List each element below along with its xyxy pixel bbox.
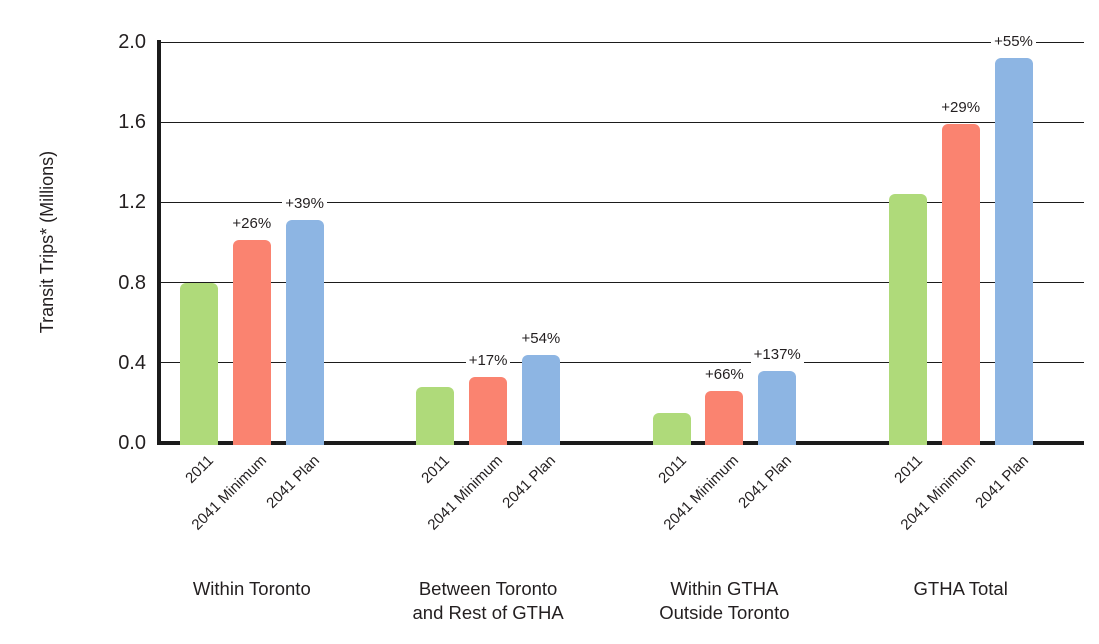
bar-2011 — [180, 282, 218, 445]
bar-value-text: +26% — [229, 215, 275, 233]
bar-value-label: +29% — [916, 99, 1006, 117]
group-label-line: Outside Toronto — [659, 602, 790, 623]
bar-value-text: +17% — [465, 351, 511, 369]
group-label: Between Toronto and Rest of GTHA — [368, 577, 608, 625]
gridline — [157, 362, 1084, 364]
bar-value-label: +137% — [732, 345, 822, 364]
x-axis-line — [157, 441, 1084, 445]
bar-value-label: +66% — [679, 365, 769, 384]
gridline — [157, 121, 1084, 123]
bar-2011 — [888, 194, 927, 445]
group-label-line: Within GTHA — [670, 578, 779, 599]
group-label-line: Between Toronto — [418, 578, 558, 599]
bar-value-text: +54% — [518, 329, 564, 347]
gridline — [157, 282, 1084, 284]
bar-value-label: +55% — [969, 33, 1059, 51]
bar-value-text: +66% — [701, 365, 747, 383]
bar-value-text: +39% — [282, 195, 327, 213]
y-tick-label: 0.0 — [118, 432, 146, 454]
group-label: GTHA Total — [841, 577, 1081, 601]
group-label: Within GTHA Outside Toronto — [604, 577, 844, 625]
bar-value-label: +26% — [207, 215, 297, 233]
gridline — [157, 201, 1084, 203]
bar-2041-plan — [285, 220, 324, 445]
y-tick-label: 1.2 — [118, 191, 146, 214]
y-tick-label: 1.6 — [118, 111, 146, 134]
y-tick-label: 2.0 — [118, 31, 146, 53]
bar-value-text: +29% — [938, 99, 984, 117]
y-tick-label: 0.8 — [118, 271, 146, 294]
bar-2041-minimum — [705, 390, 744, 445]
y-tick-label: 0.4 — [118, 351, 146, 374]
y-axis-line — [157, 40, 161, 445]
group-label-line: Within Toronto — [192, 578, 311, 599]
group-label-line: and Rest of GTHA — [412, 602, 564, 623]
bar-2041-plan — [994, 58, 1033, 445]
bar-2041-plan — [521, 354, 560, 445]
bar-2011 — [652, 412, 691, 445]
bar-value-label: +39% — [260, 195, 350, 213]
bar-value-text: +55% — [991, 33, 1036, 51]
bar-2041-minimum — [469, 376, 508, 445]
bar-value-label: +54% — [496, 329, 586, 348]
bar-2041-minimum — [941, 124, 980, 445]
bar-2011 — [416, 386, 455, 445]
bar-value-text: +137% — [750, 345, 804, 363]
group-label: Within Toronto — [132, 577, 372, 601]
gridline — [157, 41, 1084, 43]
bar-2041-minimum — [232, 240, 271, 445]
bar-value-label: +17% — [443, 351, 533, 370]
group-label-line: GTHA Total — [913, 578, 1008, 599]
bar-2041-plan — [758, 370, 797, 445]
y-axis-title: Transit Trips* (Millions) — [37, 150, 57, 334]
